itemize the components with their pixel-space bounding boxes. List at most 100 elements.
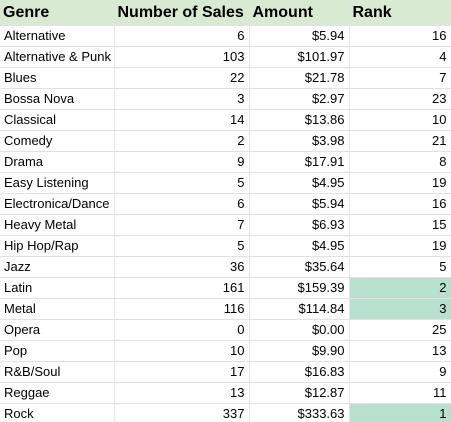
header-amount[interactable]: Amount	[249, 0, 350, 26]
cell-amount[interactable]: $17.91	[249, 151, 350, 173]
cell-amount[interactable]: $12.87	[249, 382, 350, 404]
cell-amount[interactable]: $4.95	[249, 172, 350, 194]
table-row: Drama 9 $17.91 8	[0, 151, 451, 173]
cell-amount[interactable]: $0.00	[249, 319, 350, 341]
cell-genre[interactable]: Opera	[0, 319, 115, 341]
cell-amount[interactable]: $101.97	[249, 46, 350, 68]
cell-genre[interactable]: R&B/Soul	[0, 361, 115, 383]
table-row: Blues 22 $21.78 7	[0, 67, 451, 89]
cell-genre[interactable]: Heavy Metal	[0, 214, 115, 236]
cell-number-of-sales[interactable]: 0	[114, 319, 250, 341]
header-genre[interactable]: Genre	[0, 0, 115, 26]
cell-rank[interactable]: 2	[349, 277, 451, 299]
cell-genre[interactable]: Jazz	[0, 256, 115, 278]
cell-rank[interactable]: 9	[349, 361, 451, 383]
cell-genre[interactable]: Reggae	[0, 382, 115, 404]
cell-amount[interactable]: $4.95	[249, 235, 350, 257]
cell-number-of-sales[interactable]: 2	[114, 130, 250, 152]
cell-amount[interactable]: $13.86	[249, 109, 350, 131]
cell-amount[interactable]: $5.94	[249, 193, 350, 215]
cell-rank[interactable]: 13	[349, 340, 451, 362]
cell-genre[interactable]: Rock	[0, 403, 115, 422]
table-row: Alternative & Punk 103 $101.97 4	[0, 46, 451, 68]
cell-amount[interactable]: $5.94	[249, 25, 350, 47]
table-row: Alternative 6 $5.94 16	[0, 25, 451, 47]
table-row: Classical 14 $13.86 10	[0, 109, 451, 131]
cell-amount[interactable]: $6.93	[249, 214, 350, 236]
table-row: R&B/Soul 17 $16.83 9	[0, 361, 451, 383]
cell-number-of-sales[interactable]: 116	[114, 298, 250, 320]
cell-rank[interactable]: 7	[349, 67, 451, 89]
cell-genre[interactable]: Alternative & Punk	[0, 46, 115, 68]
cell-amount[interactable]: $3.98	[249, 130, 350, 152]
cell-amount[interactable]: $35.64	[249, 256, 350, 278]
cell-genre[interactable]: Drama	[0, 151, 115, 173]
table-row: Easy Listening 5 $4.95 19	[0, 172, 451, 194]
cell-amount[interactable]: $333.63	[249, 403, 350, 422]
table-row: Rock 337 $333.63 1	[0, 403, 451, 422]
cell-amount[interactable]: $16.83	[249, 361, 350, 383]
cell-number-of-sales[interactable]: 10	[114, 340, 250, 362]
table-row: Heavy Metal 7 $6.93 15	[0, 214, 451, 236]
cell-genre[interactable]: Electronica/Dance	[0, 193, 115, 215]
cell-rank[interactable]: 16	[349, 193, 451, 215]
cell-rank[interactable]: 10	[349, 109, 451, 131]
cell-number-of-sales[interactable]: 5	[114, 235, 250, 257]
cell-genre[interactable]: Pop	[0, 340, 115, 362]
cell-rank[interactable]: 3	[349, 298, 451, 320]
cell-genre[interactable]: Latin	[0, 277, 115, 299]
cell-number-of-sales[interactable]: 36	[114, 256, 250, 278]
cell-number-of-sales[interactable]: 6	[114, 25, 250, 47]
cell-rank[interactable]: 1	[349, 403, 451, 422]
cell-genre[interactable]: Easy Listening	[0, 172, 115, 194]
cell-number-of-sales[interactable]: 9	[114, 151, 250, 173]
cell-genre[interactable]: Classical	[0, 109, 115, 131]
table-row: Comedy 2 $3.98 21	[0, 130, 451, 152]
cell-amount[interactable]: $9.90	[249, 340, 350, 362]
cell-genre[interactable]: Hip Hop/Rap	[0, 235, 115, 257]
cell-rank[interactable]: 19	[349, 172, 451, 194]
cell-rank[interactable]: 23	[349, 88, 451, 110]
cell-rank[interactable]: 8	[349, 151, 451, 173]
header-row: Genre Number of Sales Amount Rank	[0, 0, 451, 26]
cell-amount[interactable]: $2.97	[249, 88, 350, 110]
cell-genre[interactable]: Metal	[0, 298, 115, 320]
cell-number-of-sales[interactable]: 337	[114, 403, 250, 422]
table-row: Bossa Nova 3 $2.97 23	[0, 88, 451, 110]
cell-genre[interactable]: Comedy	[0, 130, 115, 152]
cell-number-of-sales[interactable]: 6	[114, 193, 250, 215]
cell-rank[interactable]: 19	[349, 235, 451, 257]
cell-number-of-sales[interactable]: 17	[114, 361, 250, 383]
cell-number-of-sales[interactable]: 5	[114, 172, 250, 194]
cell-amount[interactable]: $21.78	[249, 67, 350, 89]
cell-number-of-sales[interactable]: 22	[114, 67, 250, 89]
cell-rank[interactable]: 5	[349, 256, 451, 278]
cell-genre[interactable]: Blues	[0, 67, 115, 89]
cell-number-of-sales[interactable]: 3	[114, 88, 250, 110]
table-row: Latin 161 $159.39 2	[0, 277, 451, 299]
cell-rank[interactable]: 15	[349, 214, 451, 236]
cell-number-of-sales[interactable]: 103	[114, 46, 250, 68]
cell-number-of-sales[interactable]: 13	[114, 382, 250, 404]
table-row: Metal 116 $114.84 3	[0, 298, 451, 320]
table-row: Opera 0 $0.00 25	[0, 319, 451, 341]
cell-number-of-sales[interactable]: 161	[114, 277, 250, 299]
cell-amount[interactable]: $114.84	[249, 298, 350, 320]
table-row: Hip Hop/Rap 5 $4.95 19	[0, 235, 451, 257]
cell-amount[interactable]: $159.39	[249, 277, 350, 299]
header-rank[interactable]: Rank	[349, 0, 451, 26]
table-row: Reggae 13 $12.87 11	[0, 382, 451, 404]
cell-rank[interactable]: 11	[349, 382, 451, 404]
table-row: Jazz 36 $35.64 5	[0, 256, 451, 278]
cell-genre[interactable]: Bossa Nova	[0, 88, 115, 110]
cell-rank[interactable]: 4	[349, 46, 451, 68]
header-number-of-sales[interactable]: Number of Sales	[114, 0, 250, 26]
cell-genre[interactable]: Alternative	[0, 25, 115, 47]
cell-rank[interactable]: 21	[349, 130, 451, 152]
cell-rank[interactable]: 25	[349, 319, 451, 341]
cell-number-of-sales[interactable]: 14	[114, 109, 250, 131]
cell-rank[interactable]: 16	[349, 25, 451, 47]
cell-number-of-sales[interactable]: 7	[114, 214, 250, 236]
